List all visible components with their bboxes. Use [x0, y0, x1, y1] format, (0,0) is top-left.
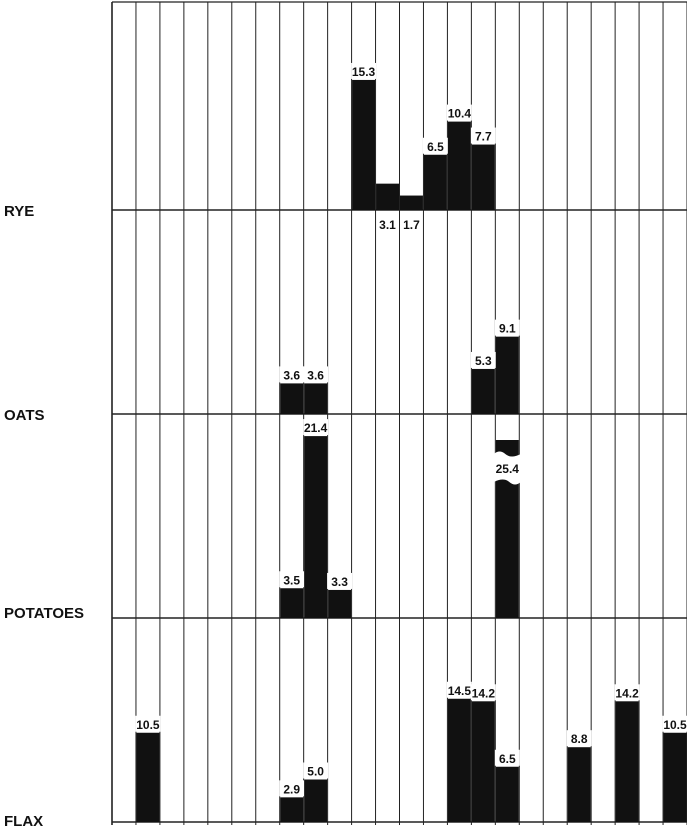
- label-background: [566, 730, 592, 747]
- bar-rye: [447, 121, 471, 210]
- bar-flax: [495, 766, 519, 822]
- bar-value-label: 14.2: [615, 686, 639, 700]
- bar-flax: [471, 701, 495, 822]
- bar-potatoes: [280, 588, 304, 618]
- label-background: [614, 684, 640, 701]
- bar-value-label: 7.7: [475, 130, 492, 144]
- row-label-flax: FLAX: [4, 813, 43, 827]
- bar-value-label: 21.4: [304, 421, 328, 435]
- row-labels: RYE OATS POTATOES FLAX: [4, 203, 84, 827]
- grid: [111, 1, 687, 825]
- bar-value-label: 6.5: [499, 752, 516, 766]
- bar-flax: [280, 797, 304, 822]
- bar-value-label: 3.3: [331, 575, 348, 589]
- row-label-rye: RYE: [4, 203, 34, 220]
- bar-rye: [352, 79, 376, 210]
- bars: 15.3 3.1 1.7 6.5 10.47.7 3.6 3.6 5.3 9.1 3.5 21.4 3…: [135, 62, 687, 822]
- label-background: [135, 715, 161, 732]
- label-background: [327, 572, 353, 589]
- bar-potatoes: [328, 589, 352, 618]
- bar-rye: [400, 195, 423, 210]
- bar-oats: [495, 336, 519, 414]
- label-background: [494, 319, 520, 336]
- bar-value-label: 25.4: [496, 462, 520, 476]
- label-background: [470, 684, 496, 701]
- label-background: [303, 366, 329, 383]
- bar-value-label: 5.3: [475, 354, 492, 368]
- bar-oats: [471, 368, 495, 414]
- row-label-oats: OATS: [4, 407, 45, 424]
- bar-value-label: 10.4: [448, 107, 472, 121]
- bar-rye: [376, 183, 399, 210]
- label-background: [470, 127, 496, 144]
- bar-value-label: 8.8: [571, 732, 588, 746]
- bar-value-label: 10.5: [663, 718, 687, 732]
- label-background: [279, 780, 305, 797]
- label-background: [303, 762, 329, 779]
- bar-value-label: 3.6: [307, 368, 324, 382]
- bar-oats: [280, 383, 304, 414]
- label-background: [662, 715, 687, 732]
- label-background: [351, 62, 377, 79]
- bar-potatoes: [495, 440, 519, 618]
- label-background: [303, 419, 329, 436]
- bar-value-label: 10.5: [136, 718, 160, 732]
- label-background: [494, 749, 520, 766]
- bar-value-label: 14.2: [472, 686, 496, 700]
- bar-flax: [615, 701, 639, 822]
- bar-value-label: 14.5: [448, 684, 472, 698]
- label-background: [279, 366, 305, 383]
- bar-break: [493, 451, 521, 485]
- bar-value-label: 3.1: [379, 218, 396, 232]
- bar-flax: [447, 698, 471, 822]
- label-background: [446, 681, 472, 698]
- bar-rye: [471, 144, 495, 210]
- bar-flax: [304, 779, 328, 822]
- bar-value-label: 3.6: [283, 368, 300, 382]
- bar-value-label: 6.5: [427, 140, 444, 154]
- bar-oats: [304, 383, 328, 414]
- bar-value-label: 3.5: [283, 573, 300, 587]
- bar-value-label: 5.0: [307, 765, 324, 779]
- bar-value-label: 9.1: [499, 322, 516, 336]
- bar-flax: [663, 732, 687, 822]
- bar-flax: [136, 732, 160, 822]
- label-background: [279, 571, 305, 588]
- row-label-potatoes: POTATOES: [4, 605, 84, 622]
- bar-rye: [423, 154, 447, 210]
- label-background: [446, 104, 472, 121]
- bar-value-label: 1.7: [403, 218, 420, 232]
- bar-flax: [567, 747, 591, 822]
- label-background: [422, 137, 448, 154]
- bar-potatoes: [304, 436, 328, 618]
- bar-value-label: 15.3: [352, 65, 376, 79]
- label-background: [470, 351, 496, 368]
- bar-value-label: 2.9: [283, 782, 300, 796]
